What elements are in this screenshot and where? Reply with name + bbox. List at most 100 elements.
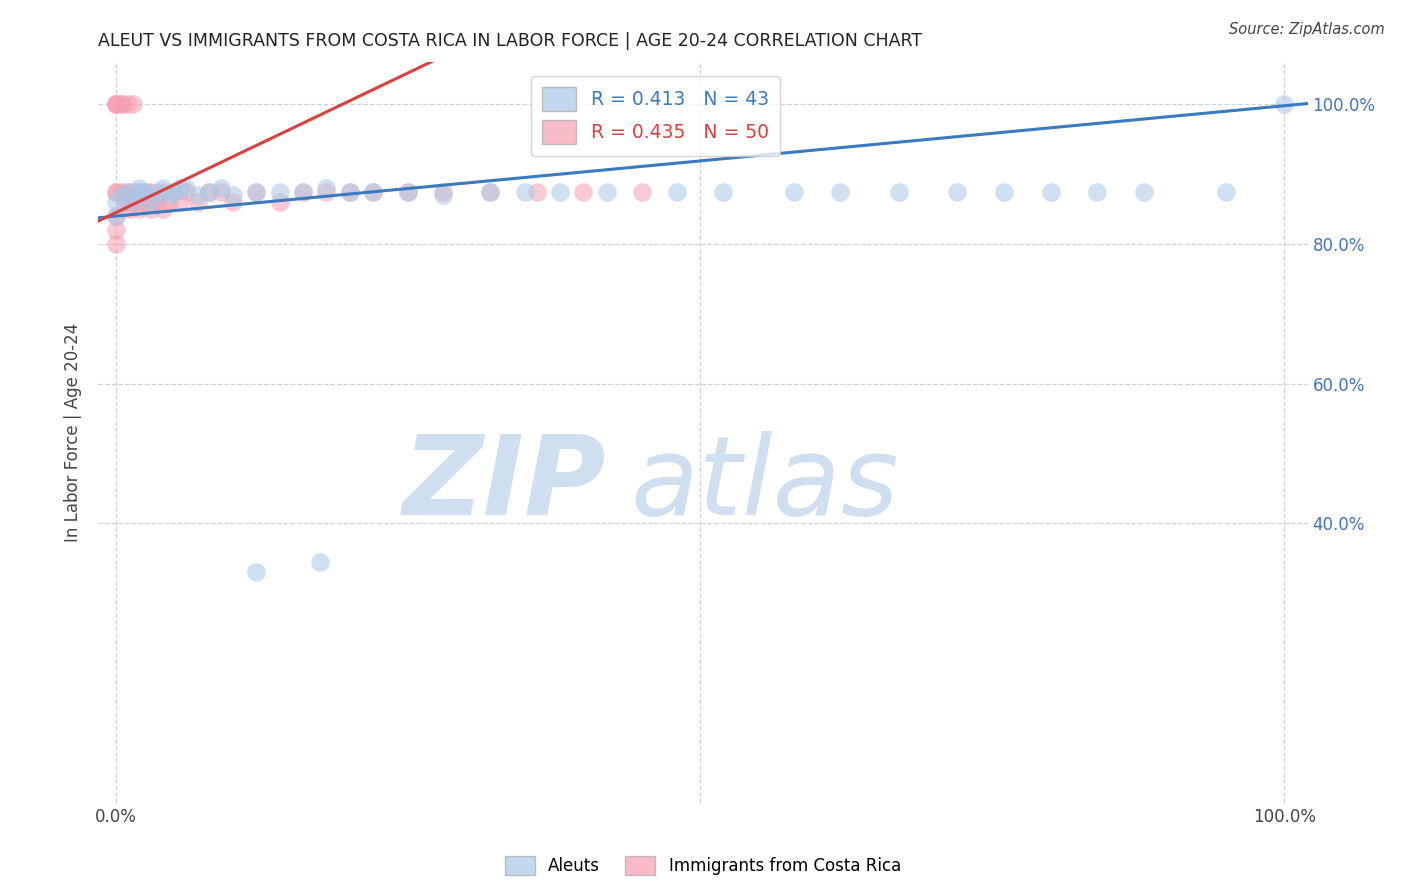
Point xyxy=(139,195,162,210)
Point xyxy=(269,185,291,199)
Point xyxy=(209,185,232,199)
Y-axis label: In Labor Force | Age 20-24: In Labor Force | Age 20-24 xyxy=(65,323,83,542)
Point xyxy=(111,185,134,199)
Point xyxy=(309,555,332,569)
Point xyxy=(157,195,180,210)
Point xyxy=(122,185,145,199)
Point xyxy=(104,185,127,199)
Point xyxy=(269,195,291,210)
Point xyxy=(104,97,127,112)
Point xyxy=(291,185,314,199)
Point xyxy=(198,185,221,199)
Point xyxy=(128,181,150,195)
Text: ALEUT VS IMMIGRANTS FROM COSTA RICA IN LABOR FORCE | AGE 20-24 CORRELATION CHART: ALEUT VS IMMIGRANTS FROM COSTA RICA IN L… xyxy=(98,32,922,50)
Point xyxy=(157,188,180,202)
Point xyxy=(198,185,221,199)
Point xyxy=(169,181,191,195)
Point xyxy=(245,185,267,199)
Point xyxy=(128,202,150,216)
Point xyxy=(139,195,162,210)
Point xyxy=(104,237,127,252)
Point xyxy=(117,97,139,112)
Point xyxy=(174,181,197,195)
Point xyxy=(315,181,337,195)
Point xyxy=(134,185,156,199)
Point xyxy=(1085,185,1108,199)
Text: ZIP: ZIP xyxy=(402,431,606,538)
Point xyxy=(104,97,127,112)
Point xyxy=(993,185,1015,199)
Point xyxy=(830,185,852,199)
Point xyxy=(432,188,454,202)
Point xyxy=(104,195,127,210)
Point xyxy=(163,185,186,199)
Point xyxy=(339,185,361,199)
Point xyxy=(128,185,150,199)
Point xyxy=(1272,97,1295,112)
Point xyxy=(315,185,337,199)
Point xyxy=(1133,185,1156,199)
Point xyxy=(169,195,191,210)
Point xyxy=(222,195,245,210)
Point xyxy=(122,195,145,210)
Point xyxy=(146,185,169,199)
Point xyxy=(946,185,969,199)
Point xyxy=(152,181,174,195)
Point xyxy=(245,185,267,199)
Point xyxy=(111,188,134,202)
Point xyxy=(665,185,688,199)
Point xyxy=(104,209,127,223)
Point xyxy=(117,185,139,199)
Point xyxy=(104,185,127,199)
Point xyxy=(139,185,162,199)
Point xyxy=(291,185,314,199)
Point xyxy=(134,195,156,210)
Point xyxy=(139,202,162,216)
Point xyxy=(117,195,139,210)
Point xyxy=(1039,185,1062,199)
Text: Source: ZipAtlas.com: Source: ZipAtlas.com xyxy=(1229,22,1385,37)
Text: atlas: atlas xyxy=(630,431,898,538)
Point xyxy=(630,185,652,199)
Point xyxy=(361,185,384,199)
Point xyxy=(146,195,169,210)
Point xyxy=(104,209,127,223)
Point xyxy=(478,185,501,199)
Point xyxy=(222,188,245,202)
Point xyxy=(209,181,232,195)
Point xyxy=(713,185,735,199)
Point xyxy=(513,185,536,199)
Point xyxy=(595,185,617,199)
Point xyxy=(104,97,127,112)
Point xyxy=(122,97,145,112)
Legend: R = 0.413   N = 43, R = 0.435   N = 50: R = 0.413 N = 43, R = 0.435 N = 50 xyxy=(531,76,780,155)
Point xyxy=(887,185,910,199)
Legend: Aleuts, Immigrants from Costa Rica: Aleuts, Immigrants from Costa Rica xyxy=(498,849,908,882)
Point xyxy=(245,566,267,580)
Point xyxy=(128,195,150,210)
Point xyxy=(396,185,419,199)
Point xyxy=(361,185,384,199)
Point xyxy=(111,97,134,112)
Point xyxy=(174,185,197,199)
Point xyxy=(111,97,134,112)
Point xyxy=(152,185,174,199)
Point xyxy=(478,185,501,199)
Point xyxy=(572,185,595,199)
Point xyxy=(187,195,209,210)
Point xyxy=(782,185,804,199)
Point xyxy=(526,185,548,199)
Point xyxy=(548,185,571,199)
Point xyxy=(432,185,454,199)
Point xyxy=(114,195,136,210)
Point xyxy=(117,185,139,199)
Point xyxy=(104,223,127,237)
Point xyxy=(396,185,419,199)
Point xyxy=(122,195,145,210)
Point xyxy=(339,185,361,199)
Point xyxy=(152,202,174,216)
Point xyxy=(118,202,141,216)
Point xyxy=(1215,185,1237,199)
Point xyxy=(187,188,209,202)
Point xyxy=(163,185,186,199)
